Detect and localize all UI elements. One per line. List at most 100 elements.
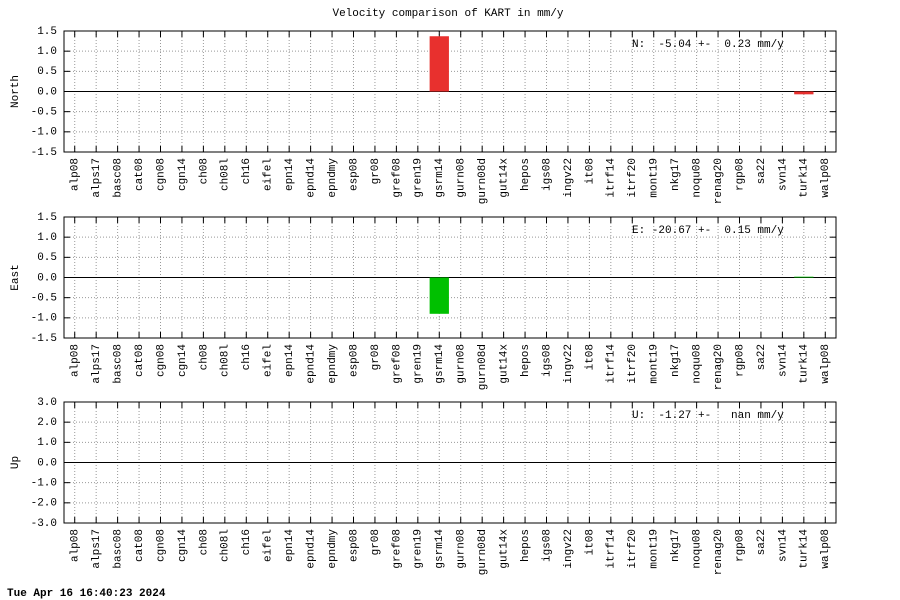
- x-tick-label: gren19: [413, 158, 425, 198]
- y-tick-label: -0.5: [31, 107, 57, 119]
- x-tick-label: itrf20: [627, 529, 639, 569]
- x-tick-label: ingv22: [563, 158, 575, 198]
- x-tick-label: gurn08: [456, 529, 468, 569]
- x-tick-label: renag20: [713, 158, 725, 204]
- x-tick-label: alps17: [91, 158, 103, 198]
- x-tick-label: gurn08d: [477, 158, 489, 204]
- x-tick-label: ch08: [198, 158, 210, 184]
- x-tick-label: it08: [584, 529, 596, 555]
- x-tick-label: nkg17: [670, 529, 682, 562]
- x-tick-label: nkg17: [670, 158, 682, 191]
- x-tick-label: basc08: [113, 529, 125, 569]
- x-tick-label: igs08: [541, 158, 553, 191]
- bar: [429, 277, 449, 314]
- x-tick-label: noqu08: [692, 344, 704, 384]
- x-tick-label: epnd14: [306, 529, 318, 569]
- x-tick-label: cat08: [134, 158, 146, 191]
- timestamp: Tue Apr 16 16:40:23 2024: [7, 588, 166, 600]
- x-tick-label: gsrm14: [434, 158, 446, 198]
- x-tick-label: epndmy: [327, 158, 339, 198]
- x-tick-label: epnd14: [306, 344, 318, 384]
- x-tick-label: gut14x: [499, 158, 511, 198]
- plot-frame: [63, 30, 837, 153]
- annotation: U: -1.27 +- nan mm/y: [632, 410, 784, 422]
- y-tick-label: -1.5: [31, 147, 57, 159]
- bar: [794, 91, 814, 95]
- x-tick-label: itrf14: [606, 158, 618, 198]
- bar: [794, 276, 814, 278]
- x-tick-label: igs08: [541, 529, 553, 562]
- x-tick-label: turk14: [799, 529, 811, 569]
- x-tick-label: sa22: [756, 344, 768, 370]
- x-tick-label: cgn08: [155, 344, 167, 377]
- x-tick-label: gr08: [370, 344, 382, 370]
- plot-frame: [63, 216, 837, 339]
- x-tick-label: it08: [584, 344, 596, 370]
- x-tick-label: eifel: [263, 529, 275, 562]
- x-tick-label: ch08l: [220, 529, 232, 562]
- x-tick-label: gurn08d: [477, 529, 489, 575]
- x-tick-label: ch08l: [220, 344, 232, 377]
- x-tick-label: gurn08: [456, 158, 468, 198]
- x-tick-label: itrf14: [606, 529, 618, 569]
- x-tick-label: cat08: [134, 529, 146, 562]
- y-tick-label: 1.0: [37, 437, 57, 449]
- x-tick-label: turk14: [799, 344, 811, 384]
- x-tick-label: gut14x: [499, 529, 511, 569]
- x-tick-label: epn14: [284, 344, 296, 377]
- x-tick-label: gsrm14: [434, 344, 446, 384]
- x-tick-label: gref08: [391, 344, 403, 384]
- x-tick-label: ch16: [241, 529, 253, 555]
- y-tick-label: 3.0: [37, 397, 57, 409]
- x-tick-label: sa22: [756, 529, 768, 555]
- y-tick-label: 0.0: [37, 86, 57, 98]
- y-tick-label: 1.0: [37, 232, 57, 244]
- y-tick-label: 0.5: [37, 252, 57, 264]
- x-tick-label: gurn08d: [477, 344, 489, 390]
- x-tick-label: itrf20: [627, 158, 639, 198]
- y-tick-label: -2.0: [31, 498, 57, 510]
- x-tick-label: rgp08: [734, 529, 746, 562]
- x-tick-label: cgn14: [177, 529, 189, 562]
- x-tick-label: hepos: [520, 529, 532, 562]
- x-tick-label: igs08: [541, 344, 553, 377]
- x-tick-label: cgn14: [177, 158, 189, 191]
- x-tick-label: ch08: [198, 529, 210, 555]
- y-tick-label: 1.5: [37, 212, 57, 224]
- x-tick-label: renag20: [713, 529, 725, 575]
- x-tick-label: ingv22: [563, 529, 575, 569]
- plot-frame: [63, 401, 837, 524]
- x-tick-label: walp08: [820, 158, 832, 198]
- x-tick-label: gr08: [370, 158, 382, 184]
- y-axis-label: North: [10, 75, 22, 108]
- x-tick-label: hepos: [520, 344, 532, 377]
- x-tick-label: epndmy: [327, 529, 339, 569]
- x-tick-label: noqu08: [692, 529, 704, 569]
- x-tick-label: cgn08: [155, 158, 167, 191]
- x-tick-label: ch16: [241, 344, 253, 370]
- x-tick-label: esp08: [348, 158, 360, 191]
- x-tick-label: cgn08: [155, 529, 167, 562]
- x-tick-label: sa22: [756, 158, 768, 184]
- x-tick-label: gr08: [370, 529, 382, 555]
- x-tick-label: gren19: [413, 344, 425, 384]
- y-axis-label: East: [10, 264, 22, 290]
- x-tick-label: alps17: [91, 529, 103, 569]
- y-tick-label: 1.5: [37, 26, 57, 38]
- x-tick-label: esp08: [348, 529, 360, 562]
- x-tick-label: basc08: [113, 158, 125, 198]
- x-tick-label: eifel: [263, 344, 275, 377]
- x-tick-label: alp08: [70, 344, 82, 377]
- y-tick-label: 1.0: [37, 46, 57, 58]
- y-tick-label: -1.0: [31, 313, 57, 325]
- y-tick-label: -0.5: [31, 293, 57, 305]
- y-tick-label: 0.0: [37, 457, 57, 469]
- annotation: E: -20.67 +- 0.15 mm/y: [632, 225, 784, 237]
- y-tick-label: -1.5: [31, 333, 57, 345]
- x-tick-label: nkg17: [670, 344, 682, 377]
- x-tick-label: cat08: [134, 344, 146, 377]
- x-tick-label: mont19: [649, 529, 661, 569]
- x-tick-label: mont19: [649, 158, 661, 198]
